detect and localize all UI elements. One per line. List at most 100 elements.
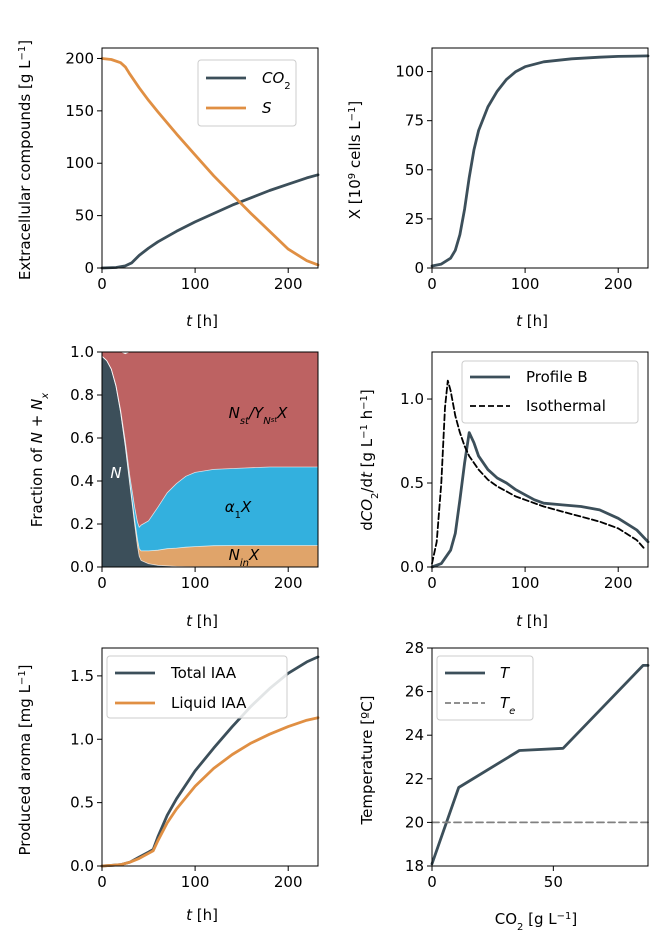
legend-label-s: S (262, 99, 272, 117)
legend-label-total-iaa: Total IAA (170, 664, 237, 682)
area-label-nst: Nst/YNstX (229, 404, 288, 427)
panel-a-ylabel: Extracellular compounds [g L−1] (16, 40, 34, 280)
panel-f-ylabel: Temperature [ºC] (358, 695, 376, 825)
panel-d-xlabel: t [h] (516, 612, 548, 630)
y-tick-label: 24 (405, 726, 424, 744)
x-tick-label: 100 (181, 275, 210, 293)
axis-labels: t [h] Extracellular compounds [g L−1] t … (16, 40, 577, 933)
panel-b-cell-count: 0 100 200 0 25 50 75 100 (395, 47, 650, 293)
plot-frame-e (101, 647, 319, 867)
panel-e-xlabel: t [h] (186, 906, 218, 924)
y-tick-label: 50 (75, 207, 94, 225)
legend-panel-e: Total IAA Liquid IAA (106, 655, 288, 719)
legend-label-co2: CO2 (262, 69, 291, 92)
y-tick-label: 0.0 (70, 558, 94, 576)
panel-c-fraction-area: 0 100 200 0.0 0.2 0.4 0.6 0.8 1.0 (70, 343, 319, 592)
y-tick-label: 26 (405, 683, 424, 701)
panel-e-produced-aroma: 0 100 200 0.0 0.5 1.0 1.5 (70, 647, 320, 891)
series-line-co2 (100, 173, 320, 270)
panel-f-xlabel: CO2 [g L−1] (495, 910, 578, 933)
y-tick-label: 18 (405, 857, 424, 875)
y-tick-label: 22 (405, 770, 424, 788)
legend-box (436, 655, 534, 721)
plot-frame-d (431, 351, 649, 568)
y-tick-label: 200 (65, 49, 94, 67)
x-tick-label: 200 (604, 574, 633, 592)
legend-label-te: Te (500, 694, 515, 717)
y-tick-label: 0 (414, 259, 424, 277)
x-tick-label: 100 (181, 873, 210, 891)
panel-c-ylabel: Fraction of N + Nx (28, 393, 51, 527)
y-tick-label: 75 (405, 112, 424, 130)
y-tick-label: 0.5 (400, 474, 424, 492)
x-tick-label: 0 (97, 574, 107, 592)
panel-d-co2-rate: 0 100 200 0.0 0.5 1.0 (400, 351, 650, 592)
y-tick-label: 1.0 (400, 390, 424, 408)
plot-frame-c (101, 351, 319, 568)
x-tick-label: 200 (604, 275, 633, 293)
y-tick-label: 100 (65, 154, 94, 172)
legend-panel-f: T Te (436, 655, 534, 721)
y-tick-label: 50 (405, 161, 424, 179)
legend-label-profile-b: Profile B (526, 368, 588, 386)
series-line-liquid-iaa (100, 716, 320, 868)
y-tick-label: 0.4 (70, 472, 94, 490)
y-tick-label: 0 (84, 259, 94, 277)
area-band-ninx (102, 356, 318, 567)
y-tick-label: 0.8 (70, 386, 94, 404)
plot-frame-b (431, 47, 649, 269)
x-tick-label: 100 (181, 574, 210, 592)
area-band-nstx (102, 352, 318, 528)
y-tick-label: 0.2 (70, 515, 94, 533)
x-tick-label: 100 (511, 275, 540, 293)
x-tick-label: 0 (97, 275, 107, 293)
legend-box (197, 59, 297, 127)
legend-panel-a: CO2 S (197, 59, 297, 127)
x-tick-label: 0 (427, 574, 437, 592)
area-band-n (102, 356, 318, 567)
x-tick-label: 0 (97, 873, 107, 891)
legend-label-liquid-iaa: Liquid IAA (171, 694, 247, 712)
panel-a-extracellular-compounds: 0 100 200 0 50 100 150 200 (65, 47, 320, 293)
series-line-s (100, 57, 320, 267)
area-label-a1x: α1X (225, 498, 252, 521)
y-tick-label: 0.5 (70, 794, 94, 812)
plot-frame-f (431, 647, 649, 867)
y-tick-label: 150 (65, 102, 94, 120)
series-line-profile-b (430, 431, 650, 569)
panel-f-temperature: 0 50 18 20 22 24 26 28 (405, 639, 650, 891)
panel-b-ylabel: X [109 cells L−1] (346, 101, 364, 220)
series-line-x (430, 54, 650, 268)
y-tick-label: 1.5 (70, 667, 94, 685)
y-tick-label: 1.0 (70, 343, 94, 361)
y-tick-label: 28 (405, 639, 424, 657)
area-boundary (101, 356, 318, 528)
y-tick-label: 0.0 (70, 857, 94, 875)
panel-a-xlabel: t [h] (186, 312, 218, 330)
panel-e-ylabel: Produced aroma [mg L−1] (16, 664, 34, 855)
series-line-isothermal (431, 379, 646, 565)
x-tick-label: 100 (511, 574, 540, 592)
x-tick-label: 50 (544, 873, 563, 891)
y-tick-label: 20 (405, 813, 424, 831)
area-label-n: N (110, 464, 121, 482)
area-band-a1x (102, 356, 318, 551)
y-tick-label: 0.6 (70, 429, 94, 447)
y-tick-label: 0.0 (400, 558, 424, 576)
panel-c-area-labels: N Nst/YNstX α1X NinX (110, 404, 288, 569)
plot-frame-a (101, 47, 319, 269)
panel-d-ylabel: dCO2/dt [g L−1 h−1] (358, 389, 381, 531)
panel-b-xlabel: t [h] (516, 312, 548, 330)
area-label-ninx: NinX (229, 546, 260, 569)
series-line-t (430, 664, 650, 866)
legend-label-t: T (500, 664, 511, 682)
x-tick-label: 0 (427, 275, 437, 293)
legend-label-isothermal: Isothermal (526, 397, 606, 415)
x-tick-label: 200 (274, 574, 303, 592)
x-tick-label: 0 (427, 873, 437, 891)
panel-c-xlabel: t [h] (186, 612, 218, 630)
y-tick-label: 1.0 (70, 730, 94, 748)
y-tick-label: 25 (405, 210, 424, 228)
y-tick-label: 100 (395, 63, 424, 81)
